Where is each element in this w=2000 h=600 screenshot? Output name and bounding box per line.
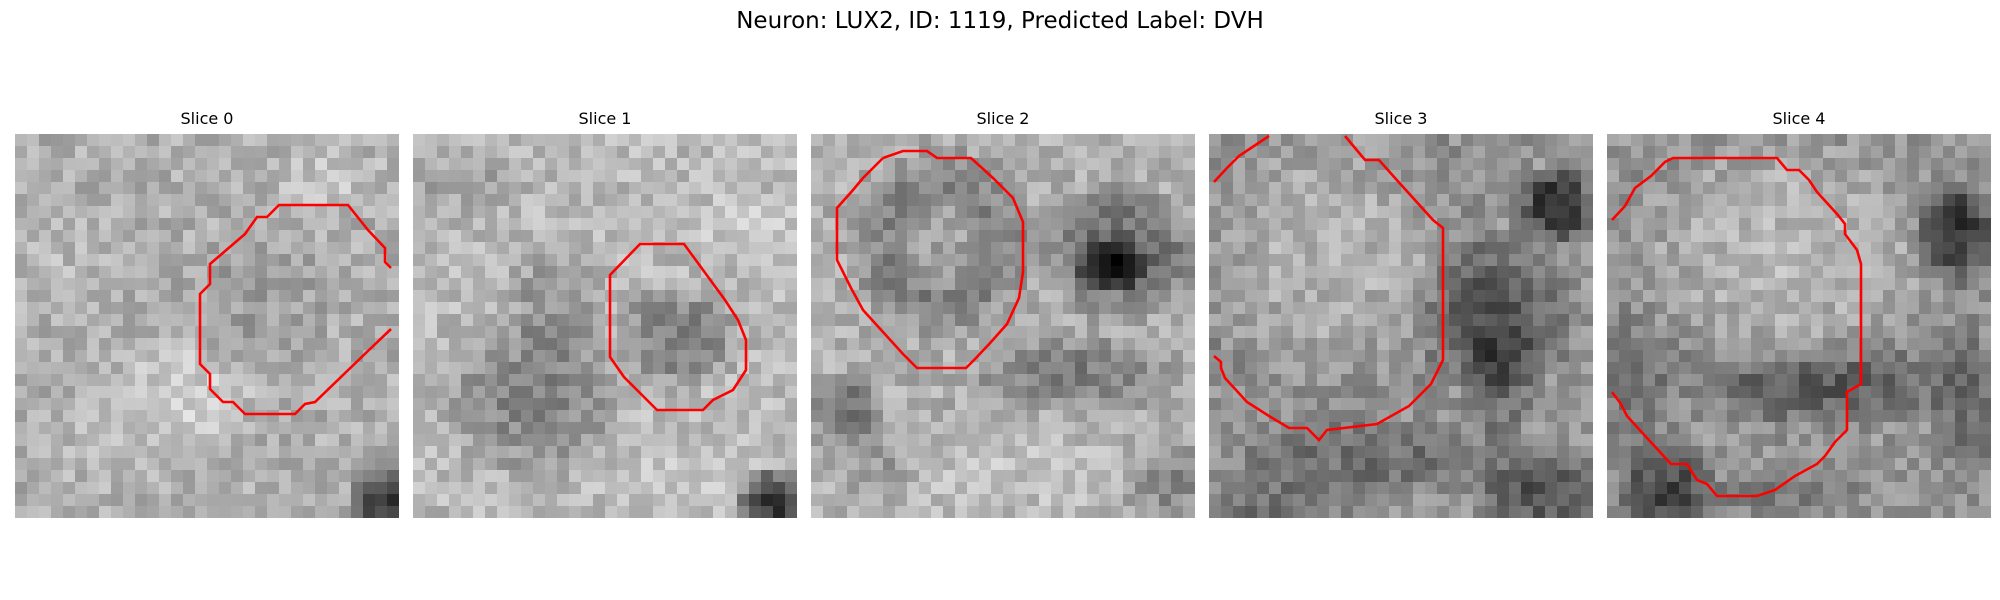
slice-image-0	[15, 134, 399, 518]
slice-image-4	[1607, 134, 1991, 518]
slice-panel-4: Slice 4	[1607, 108, 1991, 518]
grayscale-micrograph	[811, 134, 1195, 518]
slice-title: Slice 3	[1374, 109, 1428, 128]
slice-title: Slice 4	[1772, 109, 1826, 128]
slice-title: Slice 0	[180, 109, 234, 128]
slice-image-1	[413, 134, 797, 518]
slice-panel-0: Slice 0	[15, 108, 399, 518]
roi-contour	[1610, 156, 1863, 498]
roi-contour	[835, 149, 1025, 370]
contour-overlay	[1610, 156, 1863, 498]
roi-contour	[1213, 135, 1445, 442]
roi-contour	[198, 203, 392, 416]
grayscale-micrograph	[413, 134, 797, 518]
slice-image-2	[811, 134, 1195, 518]
contour-overlay	[608, 242, 748, 412]
roi-contour	[608, 242, 748, 412]
contour-overlay	[835, 149, 1025, 370]
contour-overlay	[198, 203, 392, 416]
roi-contour	[1213, 134, 1270, 183]
slice-panel-1: Slice 1	[413, 108, 797, 518]
grayscale-micrograph	[15, 134, 399, 518]
slice-panel-2: Slice 2	[811, 108, 1195, 518]
figure-title: Neuron: LUX2, ID: 1119, Predicted Label:…	[736, 8, 1264, 34]
contour-overlay	[1213, 134, 1445, 442]
slice-title: Slice 2	[976, 109, 1030, 128]
grayscale-micrograph	[1209, 134, 1593, 518]
slice-panel-3: Slice 3	[1209, 108, 1593, 518]
slice-image-3	[1209, 134, 1593, 518]
grayscale-micrograph	[1607, 134, 1991, 518]
slice-title: Slice 1	[578, 109, 632, 128]
